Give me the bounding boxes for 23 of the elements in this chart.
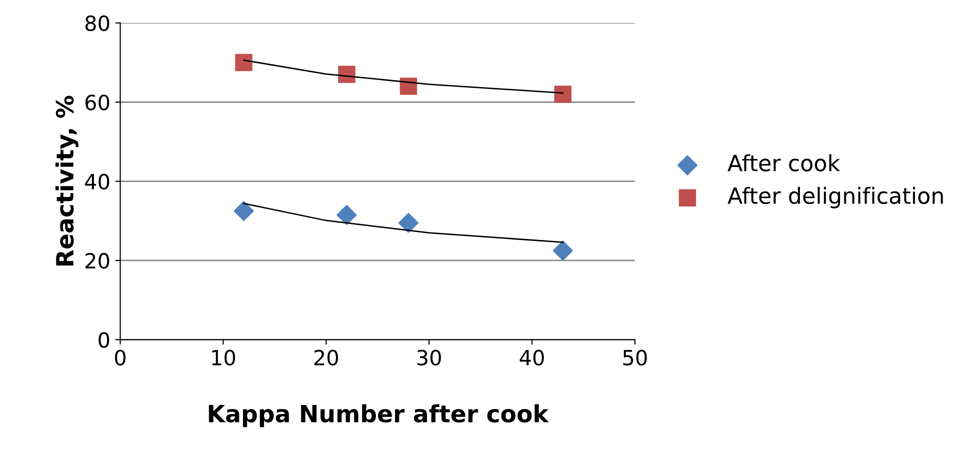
x-tick-label: 10 xyxy=(212,350,236,366)
y-tick-label: 0 xyxy=(98,332,110,348)
legend-label: After delignification xyxy=(728,186,943,208)
y-axis-title: Reactivity, % xyxy=(55,96,78,266)
point xyxy=(338,66,356,84)
y-tick-label: 80 xyxy=(85,15,110,32)
point xyxy=(400,78,418,95)
legend-label: After cook xyxy=(728,154,840,172)
point xyxy=(336,204,357,225)
point xyxy=(554,86,572,103)
x-axis-title: Kappa Number after cook xyxy=(208,404,549,428)
x-tick-label: 0 xyxy=(114,350,126,366)
point xyxy=(552,240,573,261)
x-tick-label: 20 xyxy=(314,350,338,366)
y-tick-label: 40 xyxy=(85,174,110,190)
point xyxy=(235,54,252,72)
x-tick-label: 40 xyxy=(520,350,544,366)
x-tick-label: 50 xyxy=(623,350,647,366)
x-tick-label: 30 xyxy=(417,350,441,366)
point xyxy=(234,200,254,222)
y-tick-label: 60 xyxy=(85,94,110,110)
point xyxy=(398,212,418,233)
y-tick-label: 20 xyxy=(86,252,110,269)
